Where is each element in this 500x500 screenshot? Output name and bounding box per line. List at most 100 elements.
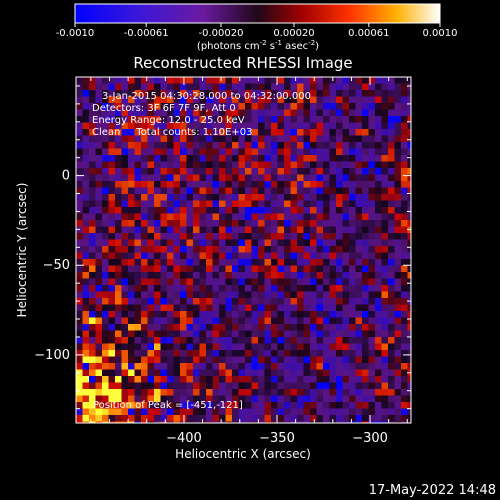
heatmap-pixel: [82, 317, 90, 325]
heatmap-pixel: [284, 246, 291, 253]
heatmap-pixel: [388, 337, 395, 344]
heatmap-pixel: [245, 194, 252, 201]
heatmap-pixel: [271, 415, 278, 422]
heatmap-pixel: [381, 285, 389, 292]
heatmap-pixel: [180, 350, 187, 357]
heatmap-pixel: [173, 402, 181, 409]
heatmap-pixel: [206, 129, 213, 136]
heatmap-pixel: [167, 129, 174, 136]
heatmap-pixel: [238, 415, 246, 422]
heatmap-pixel: [154, 200, 161, 208]
annotation-detectors: Detectors: 3F 6F 7F 9F, Att 0: [92, 103, 236, 114]
heatmap-pixel: [147, 200, 155, 208]
heatmap-pixel: [271, 389, 278, 396]
heatmap-pixel: [102, 298, 109, 305]
heatmap-pixel: [349, 148, 356, 156]
heatmap-pixel: [284, 161, 291, 169]
heatmap-pixel: [316, 395, 324, 403]
heatmap-pixel: [199, 90, 207, 97]
heatmap-pixel: [121, 148, 129, 156]
heatmap-pixel: [297, 278, 304, 286]
heatmap-pixel: [362, 220, 369, 227]
heatmap-pixel: [277, 103, 285, 110]
heatmap-pixel: [141, 369, 148, 377]
heatmap-pixel: [232, 135, 239, 143]
heatmap-pixel: [368, 285, 376, 292]
heatmap-pixel: [277, 369, 285, 377]
heatmap-pixel: [342, 272, 350, 279]
heatmap-pixel: [102, 161, 109, 169]
heatmap-pixel: [284, 252, 291, 260]
heatmap-pixel: [401, 194, 408, 201]
heatmap-pixel: [251, 187, 259, 195]
heatmap-pixel: [277, 389, 285, 396]
heatmap-pixel: [95, 356, 103, 364]
heatmap-pixel: [108, 356, 116, 364]
heatmap-pixel: [199, 181, 207, 188]
heatmap-pixel: [349, 343, 356, 351]
heatmap-pixel: [167, 298, 174, 305]
heatmap-pixel: [206, 135, 213, 143]
heatmap-pixel: [401, 343, 408, 351]
heatmap-pixel: [284, 103, 291, 110]
heatmap-pixel: [225, 408, 233, 416]
heatmap-pixel: [154, 317, 161, 325]
heatmap-pixel: [349, 116, 356, 123]
heatmap-pixel: [271, 233, 278, 240]
heatmap-pixel: [128, 239, 135, 247]
heatmap-pixel: [219, 207, 226, 214]
heatmap-pixel: [82, 142, 90, 149]
heatmap-pixel: [297, 187, 304, 195]
heatmap-pixel: [310, 103, 317, 110]
heatmap-pixel: [154, 103, 161, 110]
heatmap-pixel: [199, 304, 207, 312]
heatmap-pixel: [388, 402, 395, 409]
heatmap-pixel: [297, 129, 304, 136]
heatmap-pixel: [277, 200, 285, 208]
heatmap-pixel: [199, 330, 207, 338]
heatmap-pixel: [128, 83, 135, 91]
heatmap-pixel: [180, 109, 187, 117]
heatmap-pixel: [225, 330, 233, 338]
heatmap-pixel: [212, 415, 220, 422]
heatmap-pixel: [342, 181, 350, 188]
heatmap-pixel: [173, 343, 181, 351]
heatmap-pixel: [303, 252, 311, 260]
heatmap-pixel: [128, 369, 135, 377]
heatmap-pixel: [375, 324, 382, 331]
heatmap-pixel: [368, 239, 376, 247]
heatmap-pixel: [108, 402, 116, 409]
heatmap-pixel: [89, 363, 96, 370]
heatmap-pixel: [362, 265, 369, 273]
heatmap-pixel: [368, 304, 376, 312]
heatmap-pixel: [388, 304, 395, 312]
heatmap-pixel: [264, 298, 272, 305]
heatmap-pixel: [193, 389, 200, 396]
heatmap-pixel: [355, 77, 363, 84]
heatmap-pixel: [102, 408, 109, 416]
heatmap-pixel: [290, 395, 298, 403]
heatmap-pixel: [284, 395, 291, 403]
heatmap-pixel: [76, 200, 83, 208]
heatmap-pixel: [264, 252, 272, 260]
heatmap-pixel: [95, 363, 103, 370]
heatmap-pixel: [141, 350, 148, 357]
heatmap-pixel: [316, 233, 324, 240]
heatmap-pixel: [284, 265, 291, 273]
heatmap-pixel: [362, 304, 369, 312]
heatmap-pixel: [95, 233, 103, 240]
heatmap-pixel: [251, 389, 259, 396]
heatmap-pixel: [277, 148, 285, 156]
heatmap-pixel: [121, 389, 129, 396]
heatmap-pixel: [232, 142, 239, 149]
heatmap-pixel: [147, 194, 155, 201]
heatmap-pixel: [303, 174, 311, 182]
heatmap-pixel: [407, 415, 411, 422]
heatmap-pixel: [82, 207, 90, 214]
heatmap-pixel: [102, 350, 109, 357]
heatmap-pixel: [394, 148, 402, 156]
heatmap-pixel: [167, 324, 174, 331]
heatmap-pixel: [82, 395, 90, 403]
heatmap-pixel: [303, 350, 311, 357]
heatmap-pixel: [141, 200, 148, 208]
